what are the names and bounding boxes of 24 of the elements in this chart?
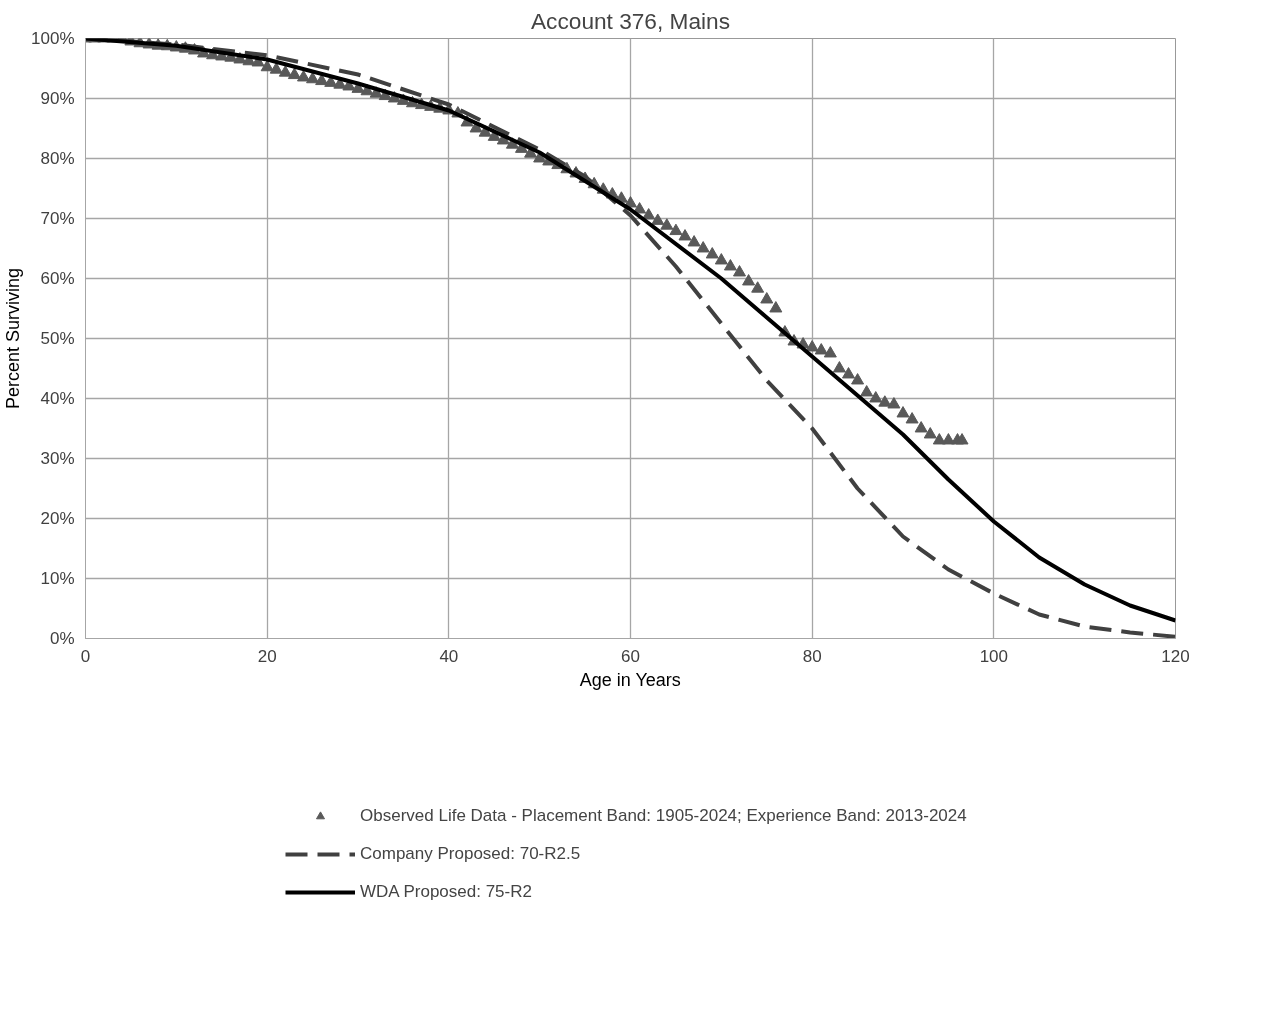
y-tick-label: 60% [40,269,75,288]
x-tick-label: 20 [257,646,277,666]
legend-label: Company Proposed: 70-R2.5 [360,844,581,864]
y-tick-label: 70% [40,209,75,228]
legend-label: Observed Life Data - Placement Band: 1905-2024; Experience Band: 2013-2024 [360,806,967,826]
y-tick-label: 100% [31,29,75,48]
y-tick-label: 40% [40,389,75,408]
x-tick-label: 0 [80,646,91,666]
y-tick-label: 0% [49,629,75,648]
legend-label: WDA Proposed: 75-R2 [360,882,532,902]
y-tick-label: 50% [40,329,75,348]
x-tick-label: 100 [979,646,1009,666]
y-tick-label: 90% [40,89,75,108]
x-tick-label: 80 [802,646,822,666]
y-tick-label: 80% [40,149,75,168]
chart-title: Account 376, Mains [531,7,730,34]
x-tick-label: 40 [439,646,459,666]
x-tick-label: 120 [1161,646,1190,666]
y-tick-label: 30% [40,449,75,468]
y-axis-title: Percent Surviving [3,267,24,410]
x-axis-title: Age in Years [579,669,681,690]
y-tick-label: 20% [40,509,75,528]
y-tick-label: 10% [40,569,75,588]
x-tick-label: 60 [621,646,640,666]
